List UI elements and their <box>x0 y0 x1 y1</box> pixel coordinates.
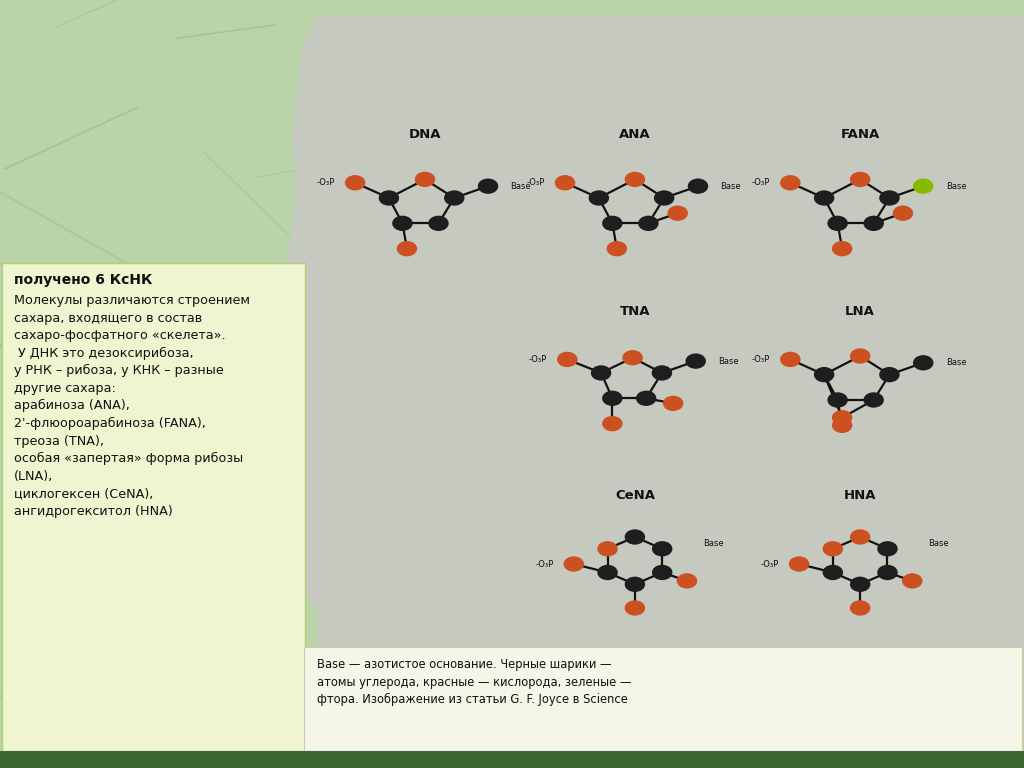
Text: -O₃P: -O₃P <box>316 178 335 187</box>
Circle shape <box>822 541 843 557</box>
Text: -O₃P: -O₃P <box>761 560 779 568</box>
Circle shape <box>822 564 843 580</box>
Circle shape <box>415 172 435 187</box>
Circle shape <box>663 396 683 411</box>
Text: Base: Base <box>721 182 741 190</box>
Text: Молекулы различаются строением
сахара, входящего в состав
сахаро-фосфатного «ске: Молекулы различаются строением сахара, в… <box>14 294 250 518</box>
Circle shape <box>913 355 934 370</box>
Circle shape <box>597 564 617 580</box>
Circle shape <box>863 392 884 408</box>
Circle shape <box>428 216 449 231</box>
Circle shape <box>392 216 413 231</box>
Circle shape <box>831 410 852 425</box>
Circle shape <box>863 216 884 231</box>
Text: -O₃P: -O₃P <box>526 178 545 187</box>
Circle shape <box>831 241 852 257</box>
Text: DNA: DNA <box>409 128 441 141</box>
Circle shape <box>625 172 645 187</box>
Circle shape <box>345 175 366 190</box>
Text: Base: Base <box>718 356 739 366</box>
Circle shape <box>652 564 673 580</box>
Text: TNA: TNA <box>620 305 650 317</box>
Circle shape <box>625 601 645 616</box>
Circle shape <box>606 241 627 257</box>
Circle shape <box>589 190 609 206</box>
Circle shape <box>814 367 835 382</box>
Circle shape <box>638 216 658 231</box>
Circle shape <box>827 392 848 408</box>
Text: Base: Base <box>946 359 967 367</box>
Text: HNA: HNA <box>844 489 877 502</box>
Circle shape <box>396 241 417 257</box>
Circle shape <box>478 178 499 194</box>
Circle shape <box>557 352 578 367</box>
Circle shape <box>597 541 617 557</box>
Circle shape <box>827 216 848 231</box>
Circle shape <box>788 556 809 571</box>
Circle shape <box>780 175 801 190</box>
Circle shape <box>625 529 645 545</box>
Circle shape <box>654 190 675 206</box>
Circle shape <box>563 556 584 571</box>
Text: LNA: LNA <box>845 305 876 317</box>
Circle shape <box>636 391 656 406</box>
Text: Base: Base <box>946 182 967 190</box>
Text: Base: Base <box>928 539 948 548</box>
Circle shape <box>444 190 465 206</box>
Text: Base — азотистое основание. Черные шарики —
атомы углерода, красные — кислорода,: Base — азотистое основание. Черные шарик… <box>317 658 632 707</box>
FancyBboxPatch shape <box>304 647 1022 751</box>
Circle shape <box>913 178 934 194</box>
Circle shape <box>831 418 852 433</box>
Circle shape <box>880 190 900 206</box>
Circle shape <box>591 366 611 381</box>
Circle shape <box>555 175 575 190</box>
Text: ANA: ANA <box>620 128 650 141</box>
Circle shape <box>780 352 801 367</box>
Circle shape <box>623 350 643 366</box>
Circle shape <box>651 366 672 381</box>
Text: Base: Base <box>702 539 723 548</box>
Circle shape <box>880 367 900 382</box>
Text: -O₃P: -O₃P <box>536 560 554 568</box>
Text: Base: Base <box>511 182 531 190</box>
Circle shape <box>685 353 706 369</box>
Circle shape <box>850 349 870 364</box>
Circle shape <box>677 573 697 588</box>
Circle shape <box>668 206 688 221</box>
Text: -O₃P: -O₃P <box>752 355 770 364</box>
Circle shape <box>379 190 399 206</box>
Circle shape <box>652 541 673 557</box>
Circle shape <box>602 416 623 432</box>
Circle shape <box>814 190 835 206</box>
Text: FANA: FANA <box>841 128 880 141</box>
Circle shape <box>878 541 898 557</box>
Circle shape <box>893 206 913 221</box>
Circle shape <box>850 172 870 187</box>
Circle shape <box>602 216 623 231</box>
Text: -O₃P: -O₃P <box>528 355 547 364</box>
Text: -O₃P: -O₃P <box>752 178 770 187</box>
Polygon shape <box>282 15 1024 660</box>
Circle shape <box>602 391 623 406</box>
FancyBboxPatch shape <box>2 263 305 751</box>
Text: CeNA: CeNA <box>614 489 655 502</box>
Circle shape <box>878 564 898 580</box>
Circle shape <box>688 178 709 194</box>
Circle shape <box>625 577 645 592</box>
Circle shape <box>850 601 870 616</box>
Circle shape <box>850 529 870 545</box>
Text: получено 6 КсНК: получено 6 КсНК <box>14 273 153 286</box>
Circle shape <box>902 573 923 588</box>
Circle shape <box>850 577 870 592</box>
FancyBboxPatch shape <box>0 751 1024 768</box>
